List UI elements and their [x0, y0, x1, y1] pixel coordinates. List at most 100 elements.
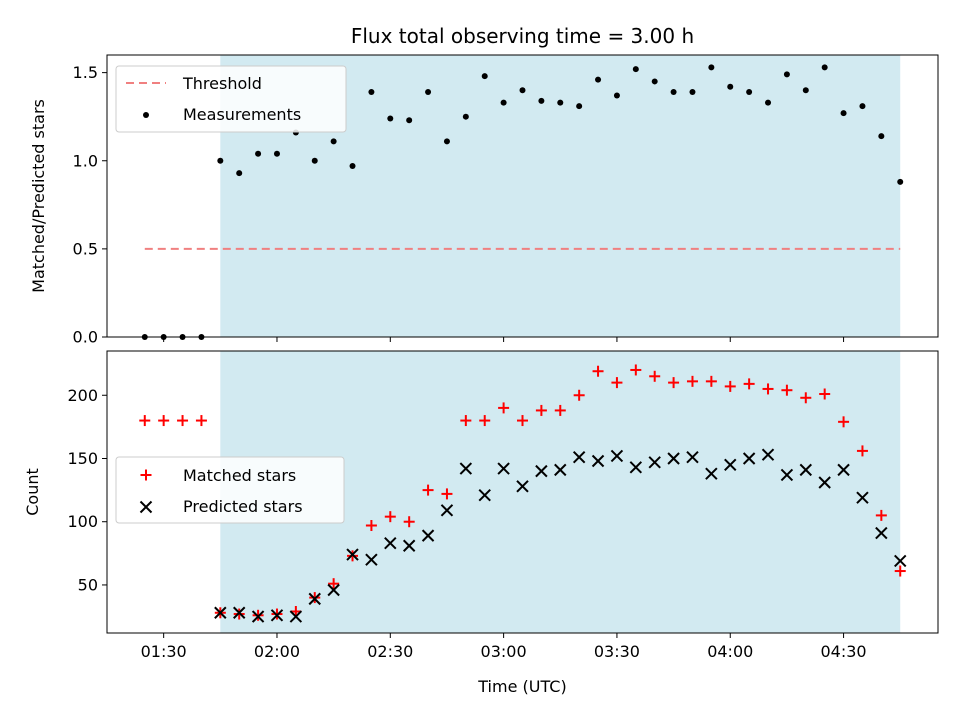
- measurement-point: [387, 115, 394, 122]
- predicted-point-b: [365, 553, 378, 566]
- bottom-y-ticks: 50 100 150 200: [67, 386, 107, 594]
- matched-point: [668, 377, 680, 389]
- predicted-point: [384, 537, 397, 550]
- matched-point: [743, 378, 755, 390]
- matched-point: [686, 375, 698, 387]
- measurement-point: [821, 64, 828, 71]
- predicted-point-b: [327, 583, 340, 597]
- matched-point: [649, 370, 661, 382]
- legend-measurements-swatch: [143, 112, 149, 118]
- predicted-point: [629, 461, 643, 474]
- predicted-point: [856, 491, 869, 504]
- matched-point: [158, 415, 170, 427]
- top-ytick-label: 1.0: [73, 151, 98, 170]
- matched-point: [762, 383, 774, 395]
- legend-matched-swatch: [140, 469, 152, 481]
- predicted-point-b: [705, 467, 718, 480]
- matched-point: [819, 388, 831, 400]
- matched-point: [328, 578, 340, 590]
- measurement-point: [519, 87, 526, 94]
- predicted-point-b: [270, 609, 284, 622]
- top-ytick-label: 1.5: [73, 63, 98, 82]
- predicted-point-b: [421, 529, 435, 542]
- matched-point: [365, 520, 377, 532]
- measurement-point: [802, 87, 809, 94]
- xtick-label: 02:00: [254, 642, 300, 661]
- matched-point: [403, 516, 415, 528]
- predicted-point: [365, 553, 378, 566]
- predicted-point: [270, 609, 284, 622]
- predicted-point-b: [402, 539, 416, 552]
- predicted-point-b: [232, 606, 246, 619]
- predicted-point-b: [610, 449, 624, 463]
- predicted-point-b: [572, 451, 586, 464]
- predicted-point: [724, 458, 737, 472]
- predicted-point-b: [761, 448, 775, 461]
- measurement-point: [557, 99, 564, 106]
- matched-point: [460, 415, 472, 427]
- chart-title: Flux total observing time = 3.00 h: [351, 24, 694, 48]
- predicted-point: [667, 452, 680, 465]
- measurement-point: [217, 157, 224, 164]
- matched-point: [139, 415, 151, 427]
- matched-point: [517, 415, 528, 427]
- top-axes-frame: [106, 54, 939, 338]
- matched-point: [894, 565, 906, 577]
- predicted-point-b: [724, 458, 737, 472]
- legend-threshold-label: Threshold: [182, 74, 262, 93]
- predicted-point-b: [459, 462, 473, 475]
- predicted-point-b: [478, 488, 491, 502]
- predicted-point: [875, 526, 888, 540]
- predicted-point-b: [875, 526, 888, 540]
- matched-point: [781, 384, 793, 396]
- measurement-point: [897, 178, 904, 185]
- predicted-point: [610, 449, 624, 463]
- measurement-point: [651, 78, 658, 85]
- predicted-point: [251, 610, 265, 623]
- legend-measurements-label: Measurements: [183, 105, 301, 124]
- matched-point: [875, 509, 887, 521]
- top-ytick-label: 0.0: [73, 328, 98, 347]
- predicted-point-b: [667, 452, 680, 465]
- measurement-point: [462, 113, 469, 120]
- top-ytick-label: 0.5: [73, 239, 98, 258]
- predicted-point-b: [780, 468, 794, 482]
- matched-point: [856, 445, 868, 457]
- measurement-point: [481, 73, 488, 80]
- predicted-point-b: [440, 504, 454, 517]
- measurement-point: [783, 71, 790, 78]
- measurement-point: [236, 170, 243, 177]
- matched-point: [177, 415, 189, 427]
- predicted-point-b: [629, 461, 643, 474]
- predicted-point: [214, 606, 227, 619]
- top-legend: Threshold Measurements: [115, 65, 347, 133]
- predicted-point-b: [346, 548, 359, 561]
- predicted-point: [591, 454, 605, 468]
- matched-point: [630, 364, 642, 376]
- predicted-point: [308, 592, 321, 606]
- legend-cross-b: [139, 500, 153, 514]
- measurement-point: [765, 99, 772, 106]
- measurement-point: [330, 138, 337, 145]
- predicted-point-b: [214, 606, 227, 619]
- predicted-point: [459, 462, 473, 475]
- predicted-point-b: [251, 610, 265, 623]
- predicted-point-b: [591, 454, 605, 468]
- predicted-point: [232, 606, 246, 619]
- bottom-ytick-label: 100: [67, 512, 98, 531]
- predicted-point-b: [856, 491, 869, 504]
- measurement-point: [708, 64, 715, 71]
- bottom-y-axis-label: Count: [23, 468, 42, 516]
- measurement-point: [273, 150, 280, 157]
- predicted-point: [289, 610, 303, 623]
- bottom-plot-counts: 50 100 150 200 01:30 02:00 02:30 03:00 03:30 04:…: [23, 350, 939, 696]
- measurement-point: [689, 89, 696, 96]
- measurement-point: [576, 103, 583, 110]
- predicted-point: [894, 554, 907, 568]
- measurement-point: [425, 89, 432, 96]
- predicted-point: [440, 504, 454, 517]
- legend-cross: [139, 500, 153, 514]
- matched-point: [800, 392, 812, 404]
- predicted-point-b: [497, 462, 510, 475]
- measurement-point: [746, 89, 753, 96]
